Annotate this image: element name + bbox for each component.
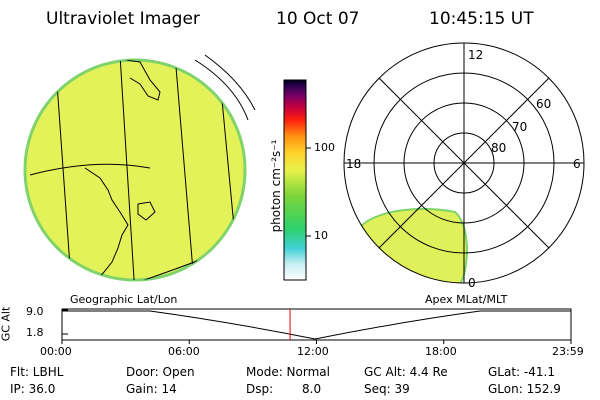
- mode-status: Mode: Normal: [246, 365, 330, 379]
- dsp-value: 8.0: [302, 382, 322, 396]
- time-text: 10:45:15 UT: [429, 9, 534, 29]
- filter-status: Flt: LBHL: [10, 365, 64, 379]
- lat-70-label: 70: [512, 120, 528, 134]
- lat-60-label: 60: [536, 97, 552, 111]
- glat-status: GLat: -41.1: [488, 365, 555, 379]
- x-tick-label-0: 00:00: [40, 345, 72, 358]
- x-tick-label-1: 06:00: [168, 345, 200, 358]
- date-text: 10 Oct 07: [276, 9, 360, 29]
- colorbar: [283, 79, 311, 281]
- alt-max-label: 9.0: [26, 305, 44, 318]
- alt-min-label: 1.8: [26, 326, 44, 339]
- x-tick-label-2: 12:00: [297, 345, 329, 358]
- glon-status: GLon: 152.9: [488, 382, 561, 396]
- x-tick-label-4: 23:59: [552, 345, 584, 358]
- dsp-label: Dsp:: [246, 382, 274, 396]
- geo-panel-label: Geographic Lat/Lon: [70, 293, 178, 306]
- seq-status: Seq: 39: [364, 382, 410, 396]
- altitude-strip: [61, 308, 572, 344]
- gain-status: Gain: 14: [126, 382, 177, 396]
- colorbar-tick-10: 10: [314, 229, 328, 242]
- x-tick-label-3: 18:00: [425, 345, 457, 358]
- earth-disk-image: [23, 54, 256, 282]
- colorbar-tick-100: 100: [314, 141, 335, 154]
- colorbar-unit-label: photon cm⁻²s⁻¹: [269, 139, 283, 233]
- door-status: Door: Open: [126, 365, 195, 379]
- gc-alt-status: GC Alt: 4.4 Re: [364, 365, 448, 379]
- polar-plot: [343, 42, 585, 284]
- mlt-12-label: 12: [468, 48, 484, 62]
- mlt-6-label: 6: [573, 157, 581, 171]
- app-title: Ultraviolet Imager: [46, 9, 200, 29]
- gc-alt-axis-label: GC Alt: [0, 306, 13, 342]
- lat-80-label: 80: [491, 141, 507, 155]
- polar-panel-label: Apex MLat/MLT: [425, 293, 508, 306]
- ip-status: IP: 36.0: [10, 382, 56, 396]
- mlt-0-label: 0: [468, 276, 476, 290]
- mlt-18-label: 18: [346, 157, 362, 171]
